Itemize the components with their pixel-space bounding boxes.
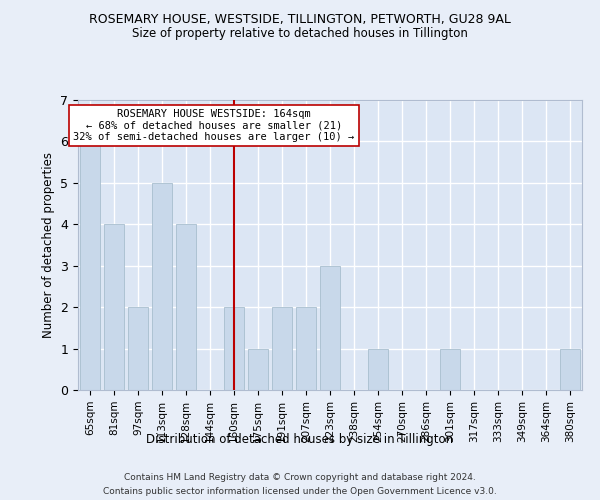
Bar: [368, 348, 388, 390]
Bar: [128, 307, 148, 390]
Text: Contains HM Land Registry data © Crown copyright and database right 2024.: Contains HM Land Registry data © Crown c…: [124, 472, 476, 482]
Text: Contains public sector information licensed under the Open Government Licence v3: Contains public sector information licen…: [103, 488, 497, 496]
Text: Distribution of detached houses by size in Tillington: Distribution of detached houses by size …: [146, 432, 454, 446]
Bar: [560, 348, 580, 390]
Bar: [224, 307, 244, 390]
Text: ROSEMARY HOUSE, WESTSIDE, TILLINGTON, PETWORTH, GU28 9AL: ROSEMARY HOUSE, WESTSIDE, TILLINGTON, PE…: [89, 12, 511, 26]
Bar: [440, 348, 460, 390]
Text: ROSEMARY HOUSE WESTSIDE: 164sqm
← 68% of detached houses are smaller (21)
32% of: ROSEMARY HOUSE WESTSIDE: 164sqm ← 68% of…: [73, 108, 355, 142]
Bar: [80, 142, 100, 390]
Bar: [152, 183, 172, 390]
Bar: [320, 266, 340, 390]
Bar: [104, 224, 124, 390]
Bar: [248, 348, 268, 390]
Bar: [296, 307, 316, 390]
Bar: [176, 224, 196, 390]
Text: Size of property relative to detached houses in Tillington: Size of property relative to detached ho…: [132, 28, 468, 40]
Bar: [272, 307, 292, 390]
Y-axis label: Number of detached properties: Number of detached properties: [42, 152, 55, 338]
